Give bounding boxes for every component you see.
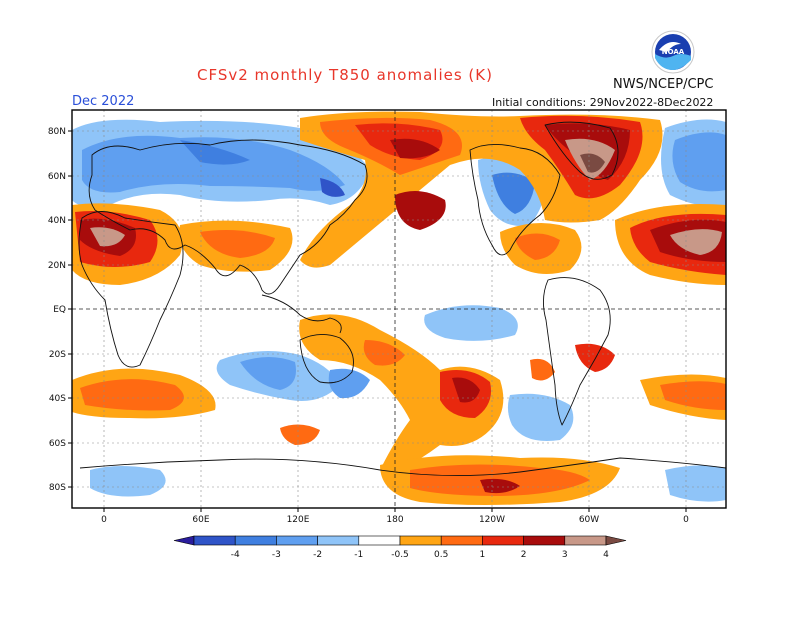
lon-tick-label: 120E: [287, 515, 310, 525]
forecast-month: Dec 2022: [72, 94, 135, 109]
map-title: CFSv2 monthly T850 anomalies (K): [197, 66, 493, 84]
colorbar-tick-label: -0.5: [391, 550, 409, 560]
lat-tick-label: 40S: [49, 394, 66, 404]
lat-tick-label: 60S: [49, 439, 66, 449]
colorbar-swatch: [399, 535, 442, 546]
colorbar-swatch: [276, 535, 318, 546]
lat-tick-label: 60N: [48, 172, 66, 182]
colorbar-tick-label: 4: [603, 550, 609, 560]
lat-tick-label: 20S: [49, 350, 66, 360]
noaa-logo-icon: NOAA: [651, 30, 695, 74]
lat-tick-label: 20N: [48, 261, 66, 271]
agency-label: NWS/NCEP/CPC: [613, 77, 714, 92]
colorbar-swatch: [317, 535, 360, 546]
lon-tick-label: 60E: [192, 515, 209, 525]
lon-tick-label: 180: [386, 515, 403, 525]
colorbar-tick-label: 1: [480, 550, 486, 560]
colorbar-swatch: [173, 535, 195, 546]
colorbar-tick-label: 2: [521, 550, 527, 560]
lon-tick-label: 60W: [579, 515, 599, 525]
colorbar-swatch: [193, 535, 236, 546]
lat-tick-label: 80N: [48, 127, 66, 137]
latitude-labels: 80N 60N 40N 20N EQ 20S 40S 60S 80S: [48, 127, 72, 493]
colorbar-labels: -4 -3 -2 -1 -0.5 0.5 1 2 3 4: [231, 550, 609, 560]
colorbar-swatch: [358, 535, 401, 546]
warm-anomaly-south-pacific: [299, 314, 504, 470]
lon-tick-label: 120W: [479, 515, 505, 525]
colorbar-tick-label: -3: [272, 550, 281, 560]
colorbar-swatch: [523, 535, 566, 546]
initial-conditions: Initial conditions: 29Nov2022-8Dec2022: [492, 96, 714, 109]
colorbar-tick-label: -1: [354, 550, 363, 560]
lat-tick-label: EQ: [53, 305, 66, 315]
anomaly-field: [72, 110, 726, 508]
lon-tick-label: 0: [101, 515, 107, 525]
colorbar-swatch: [440, 535, 483, 546]
colorbar-swatch: [234, 535, 277, 546]
longitude-labels: 0 60E 120E 180 120W 60W 0: [101, 508, 689, 525]
colorbar: [173, 535, 627, 546]
colorbar-tick-label: -4: [231, 550, 240, 560]
svg-text:NOAA: NOAA: [662, 48, 685, 56]
colorbar-swatch: [605, 535, 627, 546]
colorbar-tick-label: -2: [313, 550, 322, 560]
colorbar-swatch: [564, 535, 607, 546]
colorbar-tick-label: 3: [562, 550, 568, 560]
lat-tick-label: 80S: [49, 483, 66, 493]
colorbar-tick-label: 0.5: [434, 550, 448, 560]
coastlines: [78, 121, 726, 476]
lat-tick-label: 40N: [48, 216, 66, 226]
lon-tick-label: 0: [683, 515, 689, 525]
colorbar-swatch: [482, 535, 524, 546]
